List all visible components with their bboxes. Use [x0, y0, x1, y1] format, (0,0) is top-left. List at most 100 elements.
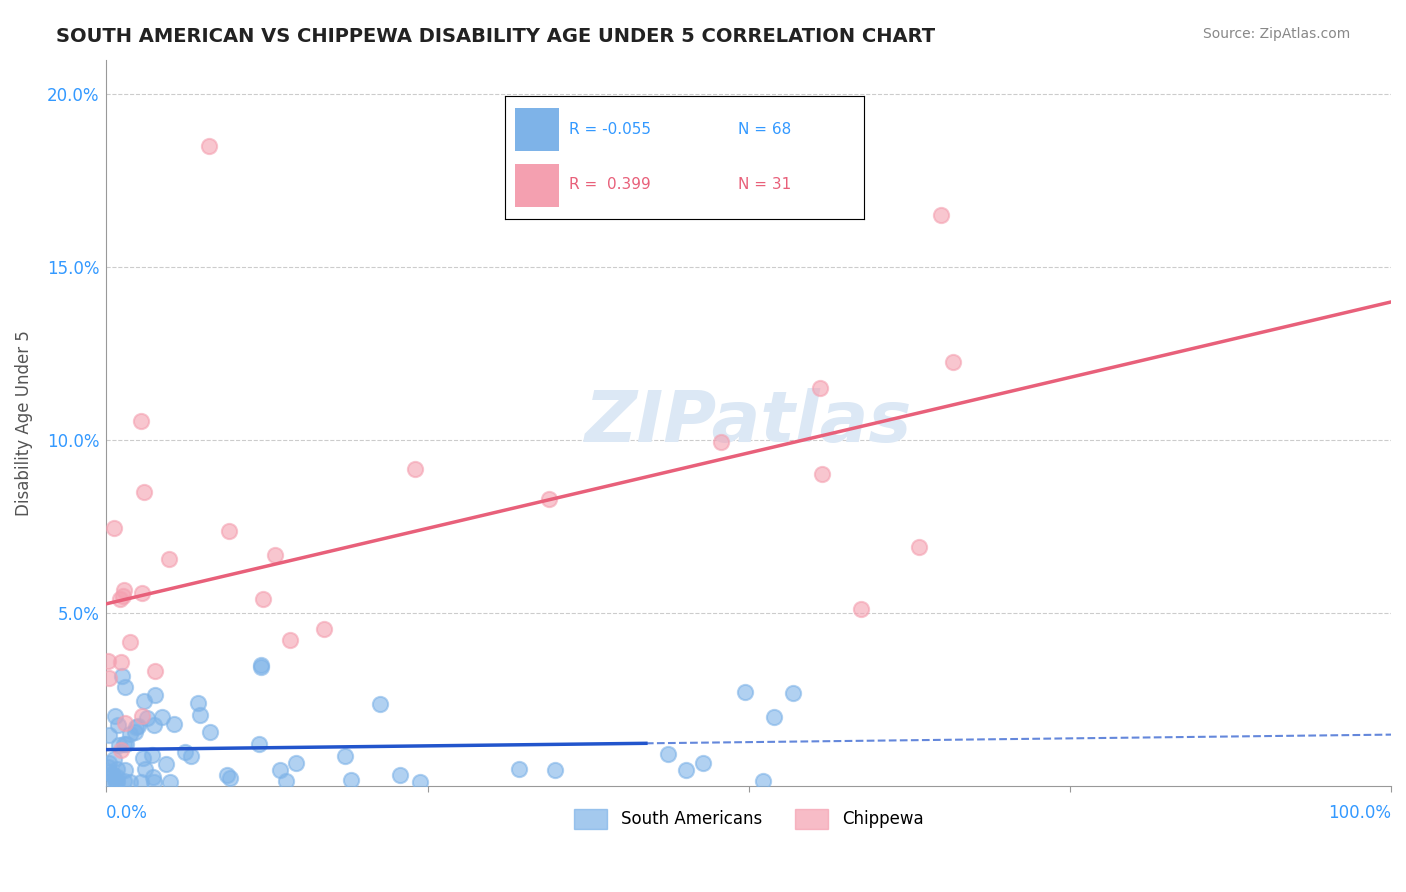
Point [112, 583, 135, 598]
Point [388, 768, 411, 782]
Point [198, 724, 221, 739]
Point [763, 710, 786, 724]
Point [114, 764, 136, 778]
Point [127, 719, 149, 733]
Point [118, 634, 141, 648]
Point [250, 660, 273, 674]
Legend: South Americans, Chippewa: South Americans, Chippewa [567, 802, 931, 836]
Point [264, 548, 287, 562]
Point [142, 770, 165, 784]
Point [675, 763, 697, 777]
Point [107, 739, 129, 753]
Point [131, 586, 153, 600]
Point [217, 768, 239, 782]
Point [105, 770, 128, 784]
Point [931, 208, 953, 222]
Point [810, 467, 832, 481]
Text: Source: ZipAtlas.com: Source: ZipAtlas.com [1202, 27, 1350, 41]
Point [247, 737, 270, 751]
Point [537, 491, 560, 506]
Point [409, 775, 432, 789]
Point [159, 775, 181, 789]
Point [105, 762, 128, 776]
Point [218, 772, 240, 786]
Point [188, 708, 211, 723]
Point [124, 724, 146, 739]
Text: SOUTH AMERICAN VS CHIPPEWA DISABILITY AGE UNDER 5 CORRELATION CHART: SOUTH AMERICAN VS CHIPPEWA DISABILITY AG… [56, 27, 935, 45]
Point [112, 773, 135, 788]
Point [657, 747, 679, 761]
Point [155, 756, 177, 771]
Point [114, 737, 136, 751]
Point [143, 664, 166, 678]
Point [97, 756, 120, 770]
Point [118, 727, 141, 741]
Point [110, 655, 132, 669]
Point [333, 749, 356, 764]
Point [187, 696, 209, 710]
Point [103, 521, 125, 535]
Point [174, 745, 197, 759]
Point [734, 685, 756, 699]
Point [250, 657, 273, 672]
Point [98, 728, 121, 742]
Point [143, 775, 166, 789]
Point [132, 750, 155, 764]
Point [340, 773, 363, 788]
Point [114, 715, 136, 730]
Point [112, 589, 135, 603]
Point [132, 693, 155, 707]
Point [134, 763, 156, 777]
Point [198, 139, 221, 153]
Point [97, 760, 120, 774]
Point [97, 764, 120, 779]
Point [101, 768, 124, 782]
Text: 100.0%: 100.0% [1329, 804, 1391, 822]
Point [98, 671, 121, 685]
Point [368, 697, 391, 711]
Point [141, 748, 163, 763]
Point [104, 775, 127, 789]
Point [751, 774, 773, 789]
Point [110, 743, 132, 757]
Point [136, 711, 159, 725]
Point [285, 756, 308, 770]
Point [278, 632, 301, 647]
Point [218, 524, 240, 538]
Point [131, 775, 153, 789]
Point [252, 591, 274, 606]
Point [150, 710, 173, 724]
Point [782, 686, 804, 700]
Point [103, 752, 125, 766]
Point [851, 602, 873, 616]
Point [98, 775, 121, 789]
Point [314, 622, 336, 636]
Point [114, 680, 136, 694]
Point [710, 434, 733, 449]
Point [97, 654, 120, 668]
Point [908, 541, 931, 555]
Point [104, 708, 127, 723]
Text: 0.0%: 0.0% [107, 804, 148, 822]
Point [143, 688, 166, 702]
Point [120, 775, 142, 789]
Point [111, 668, 134, 682]
Point [131, 709, 153, 723]
Point [508, 762, 530, 776]
Y-axis label: Disability Age Under 5: Disability Age Under 5 [15, 330, 32, 516]
Point [810, 382, 832, 396]
Point [107, 717, 129, 731]
Point [142, 717, 165, 731]
Point [112, 737, 135, 751]
Point [100, 767, 122, 781]
Point [269, 763, 291, 777]
Point [104, 774, 127, 789]
Point [157, 551, 180, 566]
Point [276, 773, 298, 788]
Point [180, 749, 202, 764]
Point [105, 775, 128, 789]
Point [543, 763, 565, 777]
Point [110, 591, 132, 606]
Point [404, 461, 426, 475]
Point [132, 484, 155, 499]
